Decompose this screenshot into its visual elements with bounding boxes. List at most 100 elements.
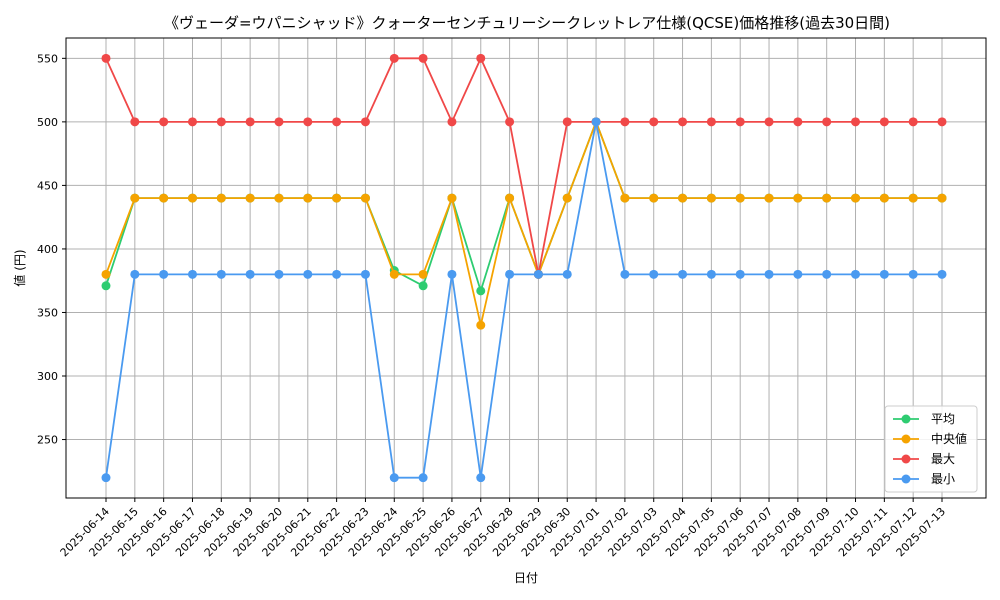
- legend-marker: [901, 434, 911, 444]
- data-point: [678, 269, 688, 279]
- data-point: [937, 117, 947, 127]
- y-tick-label: 500: [37, 116, 58, 129]
- data-point: [937, 269, 947, 279]
- data-point: [649, 193, 659, 203]
- data-point: [418, 53, 428, 63]
- data-point: [562, 193, 572, 203]
- data-point: [649, 269, 659, 279]
- data-point: [303, 193, 313, 203]
- data-point: [447, 117, 457, 127]
- data-point: [706, 269, 716, 279]
- data-point: [159, 193, 169, 203]
- data-point: [591, 117, 601, 127]
- y-axis: 250 300 350 400 450 500 550: [37, 52, 66, 447]
- data-point: [476, 286, 486, 296]
- data-point: [937, 193, 947, 203]
- data-point: [332, 117, 342, 127]
- data-point: [678, 117, 688, 127]
- data-point: [793, 193, 803, 203]
- series-line: [105, 56, 942, 275]
- data-point: [418, 473, 428, 483]
- data-point: [159, 117, 169, 127]
- legend-item: 最大: [893, 452, 955, 466]
- data-point: [822, 269, 832, 279]
- data-point: [764, 269, 774, 279]
- legend-marker: [901, 414, 911, 424]
- series-group: [101, 53, 947, 483]
- legend-label: 中央値: [931, 431, 967, 446]
- data-point: [216, 193, 226, 203]
- data-point: [764, 117, 774, 127]
- data-point: [187, 117, 197, 127]
- legend-item: 中央値: [893, 431, 967, 446]
- data-point: [678, 193, 688, 203]
- x-axis-label: 日付: [514, 571, 538, 585]
- legend-label: 平均: [931, 412, 955, 426]
- legend-marker: [901, 454, 911, 464]
- data-point: [879, 193, 889, 203]
- chart-title: 《ヴェーダ=ウパニシャッド》クォーターセンチュリーシークレットレア仕様(QCSE…: [164, 14, 890, 32]
- y-tick-label: 400: [37, 243, 58, 256]
- series-1: [101, 117, 947, 330]
- series-line: [105, 121, 942, 479]
- data-point: [303, 117, 313, 127]
- legend-marker: [901, 474, 911, 484]
- data-point: [360, 269, 370, 279]
- data-point: [620, 269, 630, 279]
- series-3: [101, 117, 947, 483]
- data-point: [418, 281, 428, 291]
- data-point: [216, 117, 226, 127]
- data-point: [245, 193, 255, 203]
- data-point: [101, 53, 111, 63]
- data-point: [476, 473, 486, 483]
- data-point: [505, 193, 515, 203]
- legend-label: 最小: [931, 472, 955, 486]
- data-point: [332, 269, 342, 279]
- data-point: [274, 117, 284, 127]
- data-point: [505, 269, 515, 279]
- data-point: [620, 117, 630, 127]
- data-point: [562, 117, 572, 127]
- data-point: [476, 53, 486, 63]
- y-tick-label: 550: [37, 52, 58, 65]
- data-point: [389, 269, 399, 279]
- data-point: [130, 269, 140, 279]
- series-0: [101, 117, 947, 296]
- data-point: [245, 117, 255, 127]
- data-point: [822, 193, 832, 203]
- data-point: [908, 193, 918, 203]
- y-tick-label: 300: [37, 370, 58, 383]
- series-line: [105, 119, 942, 294]
- legend-item: 最小: [893, 472, 955, 486]
- data-point: [764, 193, 774, 203]
- data-point: [101, 473, 111, 483]
- data-point: [130, 117, 140, 127]
- data-point: [360, 117, 370, 127]
- data-point: [101, 269, 111, 279]
- data-point: [649, 117, 659, 127]
- y-tick-label: 250: [37, 434, 58, 447]
- data-point: [735, 269, 745, 279]
- data-point: [735, 117, 745, 127]
- data-point: [620, 193, 630, 203]
- data-point: [245, 269, 255, 279]
- data-point: [908, 269, 918, 279]
- data-point: [159, 269, 169, 279]
- data-point: [851, 193, 861, 203]
- data-point: [418, 269, 428, 279]
- data-point: [447, 269, 457, 279]
- data-point: [793, 269, 803, 279]
- data-point: [908, 117, 918, 127]
- data-point: [476, 320, 486, 330]
- grid-lines: [66, 38, 986, 498]
- data-point: [389, 53, 399, 63]
- series-line: [105, 119, 942, 326]
- data-point: [706, 117, 716, 127]
- y-tick-label: 350: [37, 306, 58, 319]
- series-2: [101, 53, 947, 279]
- data-point: [130, 193, 140, 203]
- plot-frame: [65, 37, 987, 499]
- data-point: [274, 269, 284, 279]
- data-point: [274, 193, 284, 203]
